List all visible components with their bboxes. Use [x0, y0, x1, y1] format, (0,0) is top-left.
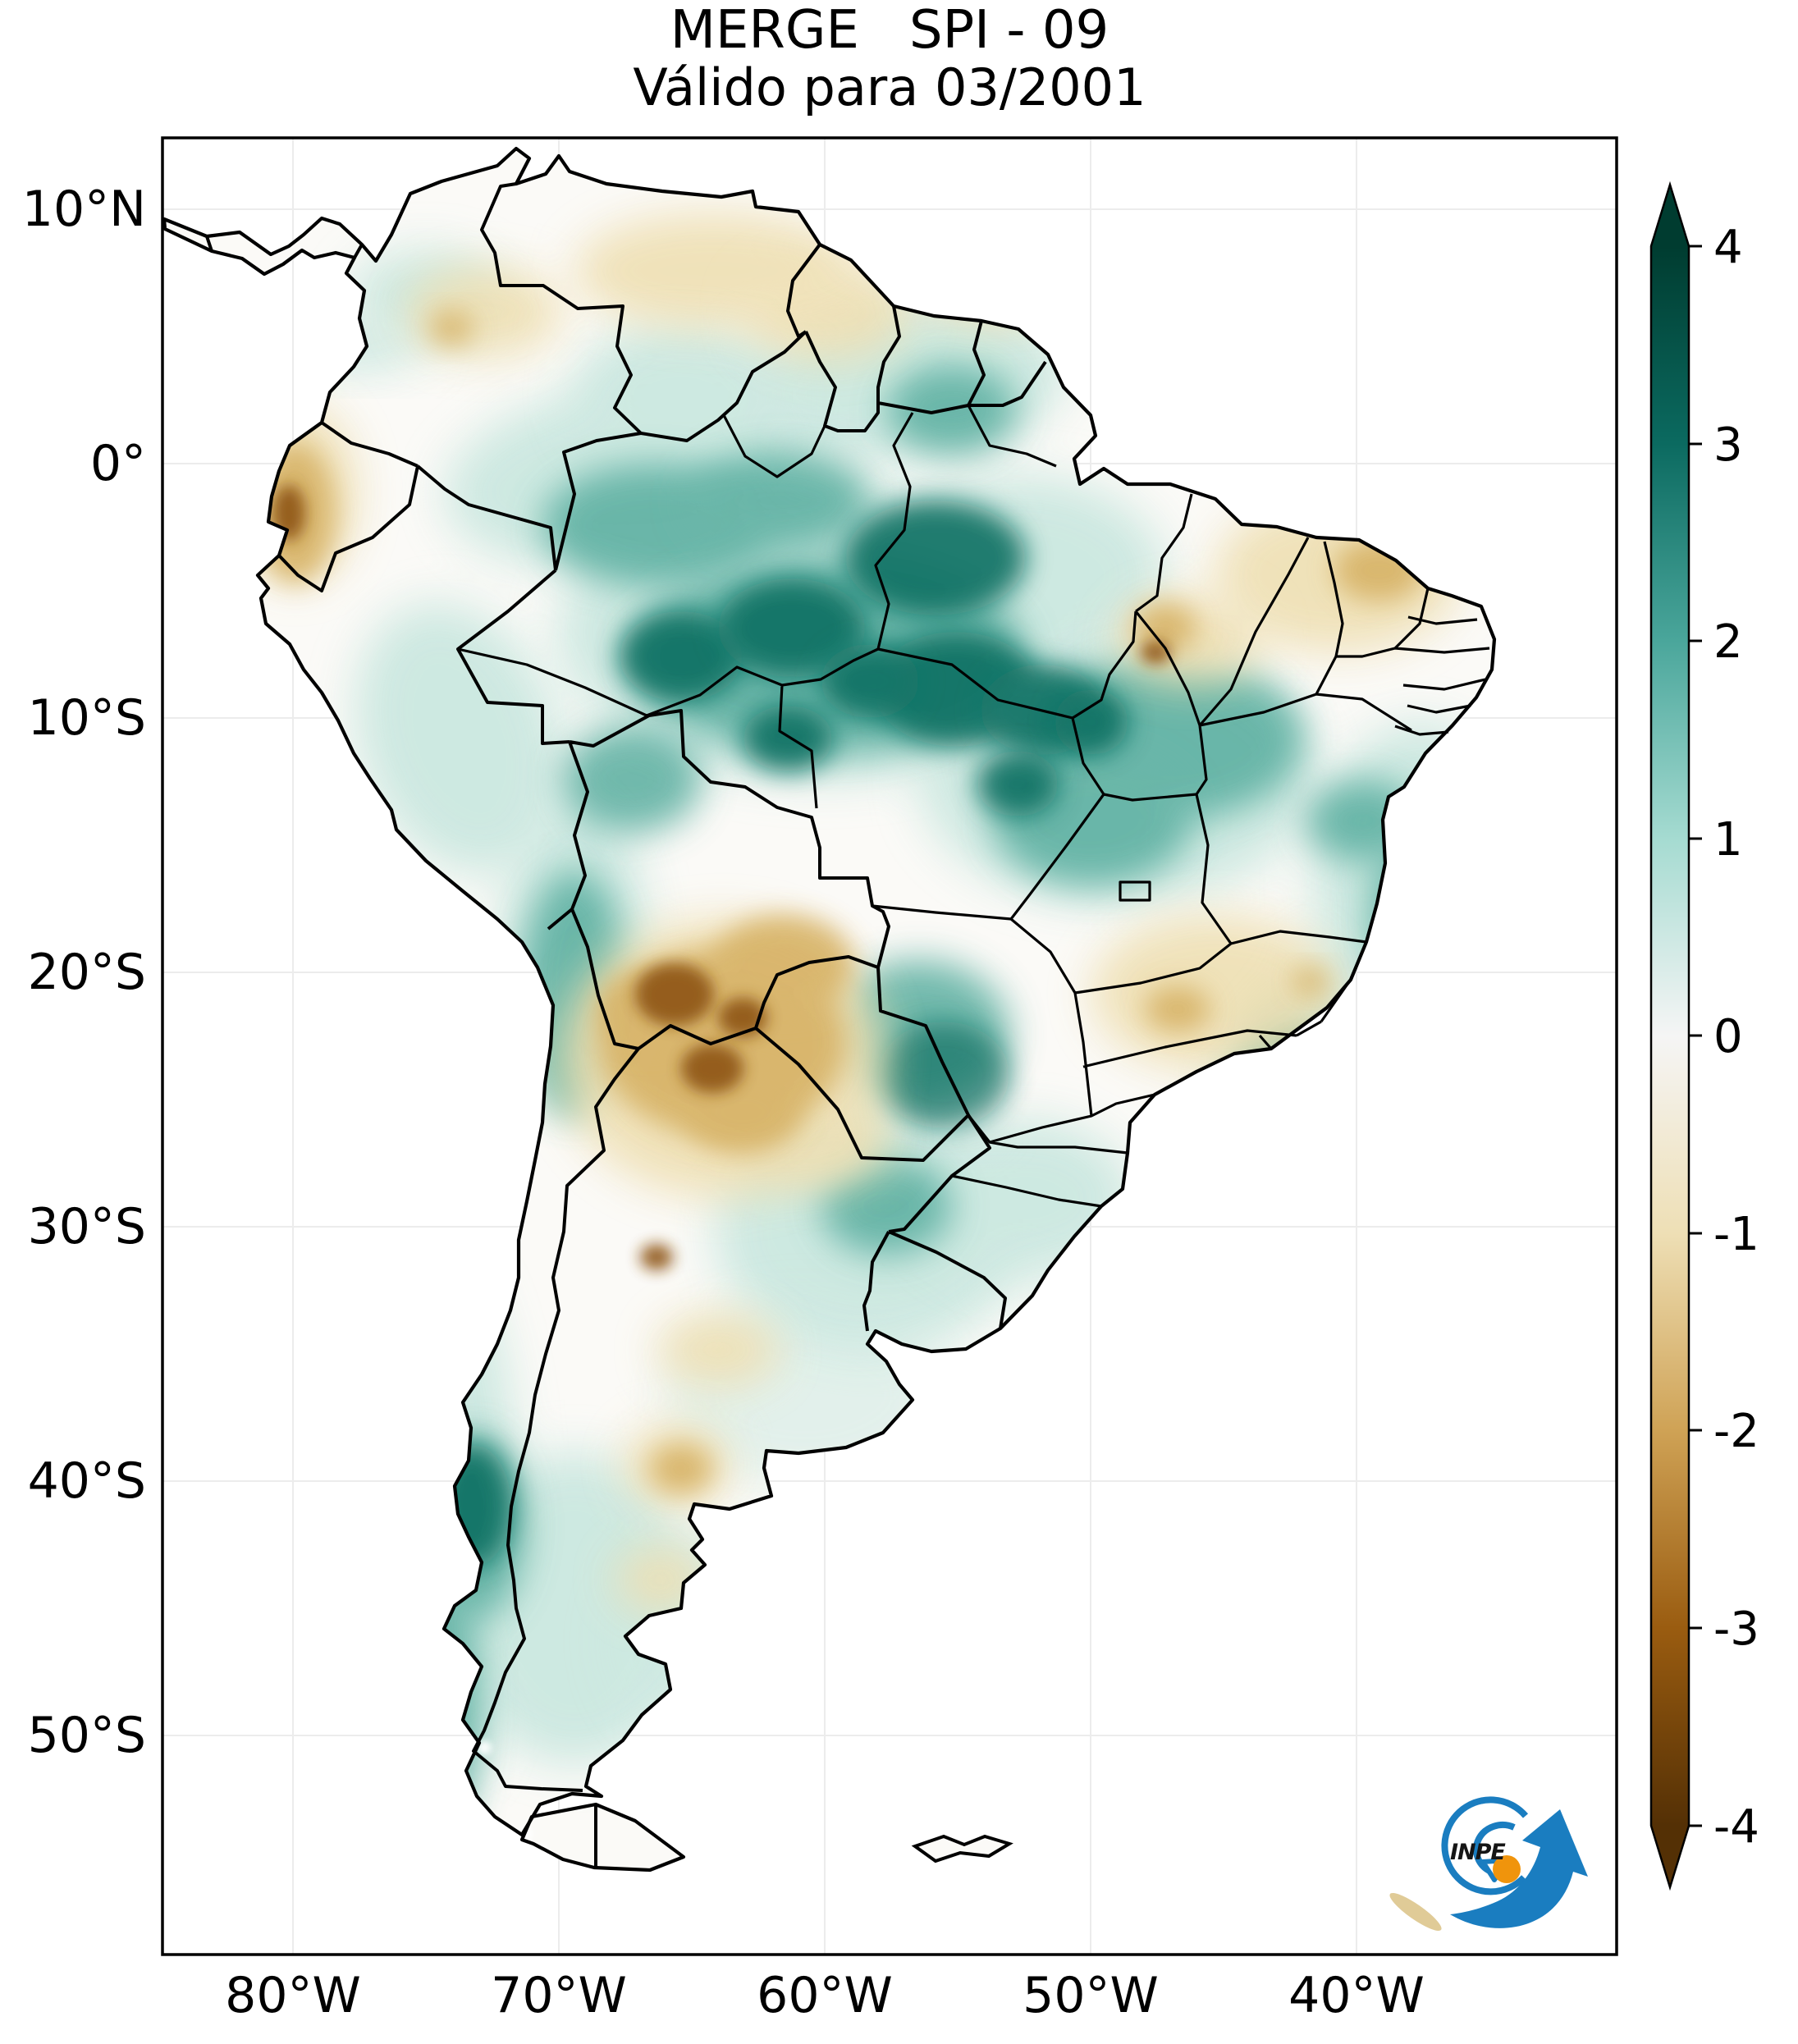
x-tick-label: 60°W: [757, 1967, 893, 2024]
y-tick-label: 40°S: [28, 1452, 146, 1510]
colorbar-tick-label: -4: [1713, 1800, 1759, 1854]
inpe-logo-outer-ring-icon: [1441, 1796, 1529, 1895]
y-axis: 10°N 0° 10°S 20°S 30°S 40°S 50°S: [22, 181, 146, 1764]
colorbar-labels: 4 3 2 1 0 -1 -2 -3 -4: [1713, 221, 1759, 1854]
south-georgia-island: [1389, 1892, 1442, 1932]
colorbar-ticks: [1689, 245, 1702, 1827]
y-tick-label: 0°: [90, 435, 146, 492]
colorbar-tick-label: 0: [1713, 1010, 1743, 1063]
colorbar-tick-label: 2: [1713, 615, 1743, 669]
inpe-logo-up-arrow-icon: [1450, 1809, 1588, 1928]
y-tick-label: 20°S: [28, 944, 146, 1001]
y-tick-label: 10°S: [28, 689, 146, 747]
plot-title: MERGE SPI - 09: [670, 0, 1109, 61]
plot-subtitle: Válido para 03/2001: [633, 57, 1146, 117]
coastline: [162, 146, 1497, 1837]
inpe-logo-orange-sphere-icon: [1493, 1855, 1521, 1883]
y-tick-label: 30°S: [28, 1198, 146, 1255]
x-tick-label: 50°W: [1023, 1967, 1159, 2024]
x-tick-label: 80°W: [225, 1967, 361, 2024]
y-tick-label: 50°S: [28, 1707, 146, 1764]
inpe-logo: INPE: [1441, 1796, 1588, 1928]
tierra-del-fuego-outline: [519, 1802, 686, 1873]
colorbar-tick-label: -2: [1713, 1405, 1759, 1458]
inpe-logo-text: INPE: [1450, 1840, 1506, 1865]
x-axis: 80°W 70°W 60°W 50°W 40°W: [225, 1967, 1425, 2024]
y-tick-label: 10°N: [22, 181, 146, 238]
colorbar-tick-label: -3: [1713, 1603, 1759, 1656]
colorbar-gradient: [1649, 181, 1690, 1891]
state-borders: [457, 405, 1490, 1208]
colorbar: 4 3 2 1 0 -1 -2 -3 -4: [1649, 181, 1759, 1891]
colorbar-tick-label: 1: [1713, 813, 1743, 867]
x-tick-label: 70°W: [491, 1967, 627, 2024]
map-frame: [161, 136, 1618, 1956]
colorbar-tick-label: 4: [1713, 221, 1743, 274]
colorbar-tick-label: 3: [1713, 418, 1743, 472]
x-tick-label: 40°W: [1288, 1967, 1425, 2024]
falkland-islands-outline: [911, 1834, 1013, 1863]
colorbar-tick-label: -1: [1713, 1208, 1759, 1261]
